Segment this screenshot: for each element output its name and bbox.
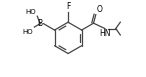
Text: O: O (97, 5, 103, 14)
Text: HN: HN (99, 29, 111, 38)
Text: HO: HO (26, 9, 36, 15)
Text: HO: HO (23, 28, 33, 34)
Text: B: B (37, 19, 42, 28)
Text: F: F (66, 2, 70, 11)
